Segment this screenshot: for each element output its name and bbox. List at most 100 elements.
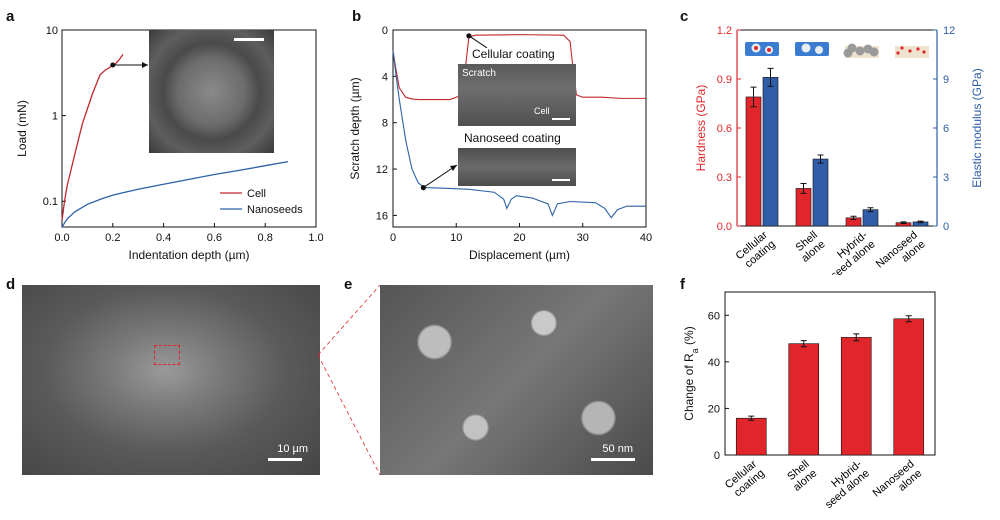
marker-point — [466, 33, 472, 39]
y-tick-label: 0 — [714, 450, 720, 462]
arrow-head — [450, 165, 457, 171]
chart-a-indentation: 0.0 0.2 0.4 0.6 0.8 1.0 0.1 1 10 Indentation dept… — [15, 25, 324, 262]
y-tick-label: 40 — [708, 357, 720, 369]
scale-bar — [552, 118, 570, 120]
zoom-box — [154, 345, 180, 365]
scale-bar — [552, 179, 570, 181]
y-tick-label-right: 9 — [943, 74, 949, 86]
schematic-icon — [900, 46, 904, 50]
y-axis-label: Scratch depth (µm) — [348, 77, 362, 179]
scale-bar — [234, 38, 264, 41]
y-tick-label-right: 0 — [943, 221, 949, 233]
panel-letter-e: e — [344, 276, 353, 293]
bar-modulus — [762, 77, 779, 227]
y-axis-label: Load (mN) — [15, 100, 29, 157]
category-label: Hybrid-seed alone — [823, 458, 872, 511]
x-tick-label: 1.0 — [308, 232, 323, 244]
x-tick-label: 0.6 — [207, 232, 222, 244]
x-axis-label: Displacement (µm) — [469, 248, 570, 262]
bar-modulus — [812, 158, 829, 227]
inset-title-nanoseed: Nanoseed coating — [464, 131, 561, 145]
x-tick-label: 0 — [390, 232, 396, 244]
y-tick-label: 1 — [52, 111, 58, 123]
schematic-icon — [745, 42, 779, 56]
schematic-icon — [869, 47, 879, 57]
bar-roughness — [735, 417, 767, 456]
y-tick-label: 20 — [708, 403, 720, 415]
series-line-nanoseed — [392, 50, 646, 219]
schematic-icon — [855, 46, 865, 56]
schematic-icon — [801, 43, 811, 53]
schematic-icon — [922, 50, 926, 54]
schematic-icon — [767, 48, 771, 52]
inset-label-scratch: Scratch — [462, 68, 496, 79]
x-tick-label: 0.8 — [258, 232, 273, 244]
error-bar — [905, 315, 912, 323]
error-bar — [917, 220, 924, 224]
error-bar — [817, 154, 824, 164]
inset-label-cell: Cell — [534, 106, 550, 116]
error-bar — [767, 67, 774, 87]
x-tick-label: 0.2 — [105, 232, 120, 244]
y-tick-label: 12 — [376, 164, 388, 176]
bar-hardness — [795, 188, 812, 227]
y-tick-label: 10 — [46, 25, 58, 37]
y-tick-label: 1.2 — [717, 25, 732, 37]
schematic-icon — [916, 47, 920, 51]
y-axis-label: Change of Ra (%) — [682, 326, 700, 420]
y-tick-label: 60 — [708, 310, 720, 322]
schematic-icon — [843, 48, 853, 58]
y-tick-label: 0 — [382, 25, 388, 37]
schematic-icon — [754, 46, 758, 50]
sem-image-d: 10 µm — [22, 285, 320, 475]
scale-bar — [591, 458, 635, 461]
bar-hardness — [745, 96, 762, 227]
x-tick-label: 10 — [450, 232, 462, 244]
panel-letter-a: a — [6, 8, 15, 25]
legend-label: Cell — [247, 188, 266, 200]
error-bar — [748, 415, 755, 421]
inset-sem-nanoseed-scratch — [458, 148, 576, 186]
bar-roughness — [840, 337, 872, 456]
inset-sem-cellular-scratch: Scratch Cell — [458, 64, 576, 126]
series-line-nanoseeds — [61, 161, 289, 228]
legend-label: Nanoseeds — [247, 204, 303, 216]
bar-roughness — [788, 343, 820, 456]
arrow-line — [468, 35, 488, 49]
x-tick-label: 40 — [640, 232, 652, 244]
scale-bar-label: 50 nm — [602, 443, 633, 455]
y-tick-label: 0.1 — [43, 196, 58, 208]
scale-bar — [268, 458, 302, 461]
arrow-head — [142, 62, 148, 69]
plot-frame — [724, 291, 936, 456]
panel-letter-f: f — [680, 276, 685, 293]
y-tick-label: 0.3 — [717, 172, 732, 184]
y-tick-label: 0.0 — [717, 221, 732, 233]
schematic-icon — [795, 42, 829, 56]
chart-c-hardness-modulus: 0.0 0.3 0.6 0.9 1.2 0 3 6 9 12 Hardness (GPa) Elast… — [694, 25, 984, 275]
panel-letter-b: b — [352, 8, 362, 25]
scale-bar-label: 10 µm — [277, 443, 308, 455]
schematic-icon — [895, 46, 929, 58]
panel-letter-d: d — [6, 276, 16, 293]
arrow-line — [423, 164, 458, 189]
error-bar — [853, 333, 860, 342]
category-label: Hybrid-seed alone — [829, 229, 878, 275]
y-tick-label: 0.6 — [717, 123, 732, 135]
y-tick-label-right: 3 — [943, 172, 949, 184]
x-tick-label: 0.4 — [156, 232, 171, 244]
error-bar — [850, 215, 857, 220]
y-tick-label: 0.9 — [717, 74, 732, 86]
y-tick-label-right: 6 — [943, 123, 949, 135]
zoom-connector — [318, 284, 381, 476]
error-bar — [800, 183, 807, 194]
x-tick-label: 0.0 — [54, 232, 69, 244]
x-axis-label: Indentation depth (µm) — [129, 248, 250, 262]
sem-image-e: 50 nm — [380, 285, 653, 475]
